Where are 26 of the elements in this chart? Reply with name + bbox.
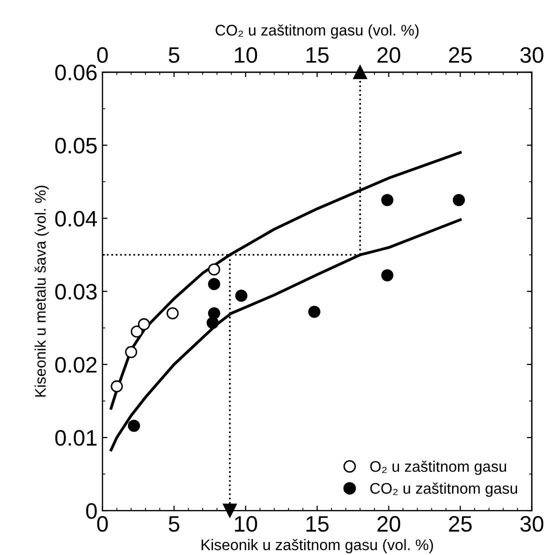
- x-tick-label: 5: [168, 516, 180, 532]
- x2-tick-label: 0: [97, 47, 108, 63]
- x-axis-title: Kiseonik u zaštitnom gasu (vol. %): [202, 538, 433, 554]
- x-tick-label: 20: [377, 516, 400, 532]
- x-tick-label: 10: [234, 516, 258, 532]
- x2-tick-label: 30: [520, 47, 544, 63]
- y-tick-label: 0.01: [55, 430, 97, 446]
- y-axis-title: Kiseonik u metalu šava (vol. %): [34, 186, 49, 397]
- y-tick-label: 0.06: [55, 64, 97, 80]
- x2-axis-title: CO₂ u zaštitnom gasu (vol. %): [216, 24, 419, 39]
- x2-tick-label: 10: [234, 47, 258, 63]
- y-tick-label: 0: [86, 503, 97, 519]
- legend-label: O₂ u zaštitnom gasu: [370, 460, 506, 475]
- x-tick-label: 25: [449, 516, 472, 532]
- x-tick-label: 30: [520, 516, 544, 532]
- y-tick-label: 0.05: [55, 138, 97, 154]
- y-tick-label: 0.02: [55, 356, 97, 373]
- x2-tick-label: 25: [449, 47, 472, 63]
- y-tick-label: 0.03: [55, 284, 97, 300]
- x-tick-label: 15: [306, 516, 329, 532]
- x2-tick-label: 15: [306, 47, 329, 63]
- x2-tick-label: 5: [168, 47, 180, 63]
- y-tick-label: 0.04: [55, 210, 97, 227]
- legend-label: CO₂ u zaštitnom gasu: [370, 482, 518, 497]
- x-tick-label: 0: [97, 516, 108, 532]
- x2-tick-label: 20: [377, 47, 400, 63]
